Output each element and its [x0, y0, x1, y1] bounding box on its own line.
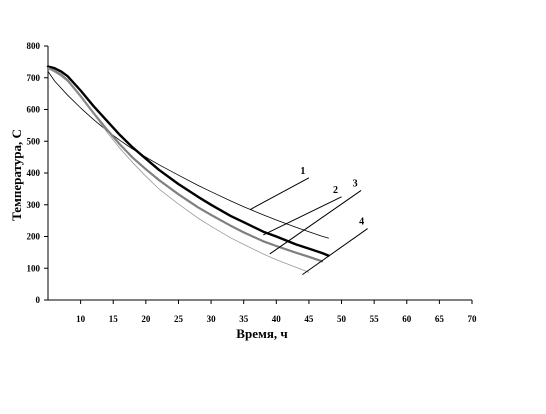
x-tick-label: 70 — [468, 314, 478, 324]
x-tick-label: 30 — [207, 314, 217, 324]
y-tick-label: 400 — [27, 168, 41, 178]
y-axis: 0 100 200 300 400 500 600 700 800 — [27, 41, 49, 305]
y-axis-title: Температура, С — [9, 129, 24, 221]
callout-line-1 — [249, 177, 310, 210]
x-axis-title: Время, ч — [236, 326, 287, 341]
x-tick-label: 45 — [304, 314, 314, 324]
x-tick-label: 50 — [337, 314, 347, 324]
callout-label-3: 3 — [353, 178, 358, 189]
callout-label-4: 4 — [359, 217, 364, 228]
y-tick-label: 500 — [27, 136, 41, 146]
x-tick-label: 35 — [239, 314, 249, 324]
y-tick-label: 600 — [27, 105, 41, 115]
x-tick-label: 15 — [109, 314, 119, 324]
x-tick-label: 60 — [402, 314, 412, 324]
callout-line-3 — [269, 190, 362, 255]
x-tick-label: 40 — [272, 314, 282, 324]
y-tick-label: 200 — [27, 232, 41, 242]
x-tick-label: 25 — [174, 314, 184, 324]
y-tick-label: 800 — [27, 41, 41, 51]
x-tick-label: 20 — [141, 314, 151, 324]
x-tick-label: 55 — [370, 314, 380, 324]
series-callouts: 1 2 3 4 — [249, 166, 368, 276]
series-line-2 — [46, 65, 330, 257]
callout-line-4 — [302, 228, 368, 276]
series-line-3 — [46, 67, 324, 263]
callout-label-2: 2 — [333, 185, 338, 196]
series-line-1 — [47, 71, 329, 239]
callout-label-1: 1 — [300, 166, 305, 177]
y-tick-label: 700 — [27, 73, 41, 83]
y-tick-label: 100 — [27, 263, 41, 273]
y-tick-label: 300 — [27, 200, 41, 210]
series-lines — [46, 65, 330, 273]
x-axis: 10 15 20 25 30 35 40 45 50 55 60 65 70 — [48, 299, 478, 324]
callout-line-2 — [263, 196, 342, 236]
y-tick-label: 0 — [36, 295, 41, 305]
x-tick-label: 10 — [76, 314, 86, 324]
x-tick-label: 65 — [435, 314, 445, 324]
series-line-4 — [47, 67, 310, 273]
